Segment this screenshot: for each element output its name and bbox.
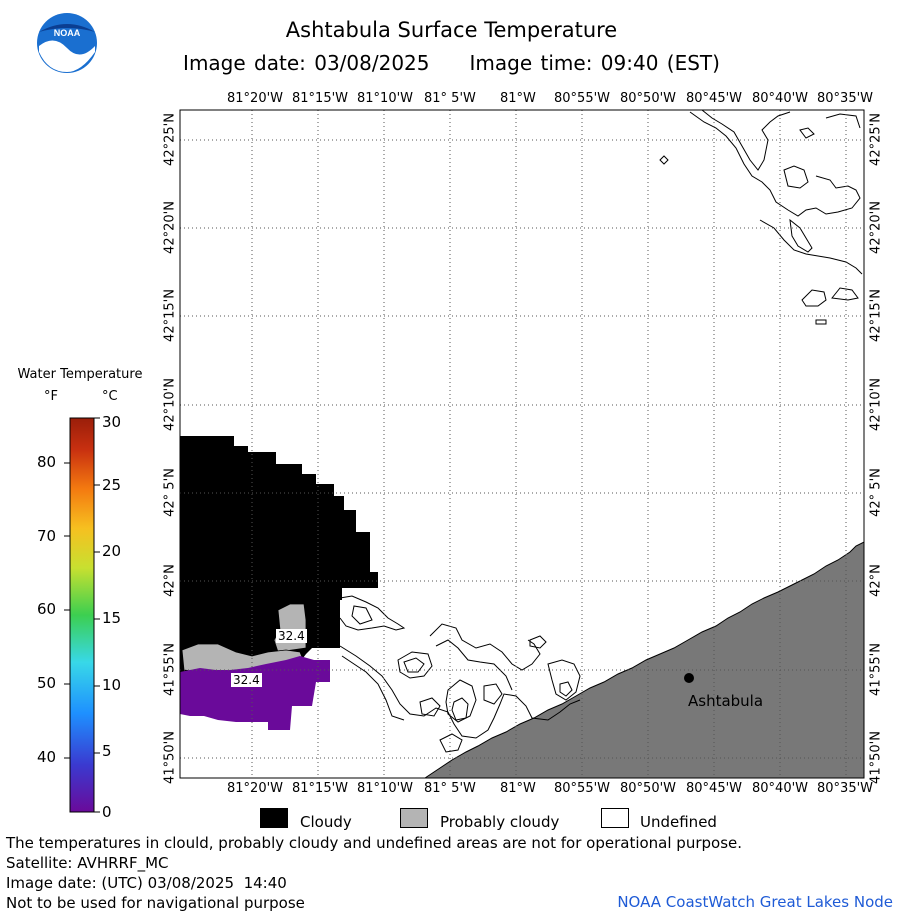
latitude-tick: 42°20'N <box>868 201 884 254</box>
temperature-colorbar <box>64 417 100 813</box>
colorbar-tick-c: 20 <box>102 542 122 560</box>
longitude-tick: 80°55'W <box>554 91 611 106</box>
colorbar-tick-c: 30 <box>102 413 122 431</box>
longitude-tick: 80°50'W <box>620 781 677 796</box>
land-area <box>423 541 865 779</box>
temperature-label: 32.4 <box>276 629 307 643</box>
map-frame <box>179 109 865 779</box>
colorbar-tick-f: 80 <box>37 453 57 471</box>
probably-cloudy-swatch <box>400 808 428 828</box>
latitude-tick: 42°25'N <box>868 113 884 166</box>
latitude-tick: 42°25'N <box>162 113 178 166</box>
longitude-tick: 80°35'W <box>817 781 874 796</box>
longitude-tick: 81°15'W <box>292 91 349 106</box>
disclaimer-text: The temperatures in clould, probably clo… <box>6 834 743 852</box>
city-marker <box>684 673 694 683</box>
longitude-tick: 81°W <box>500 781 536 796</box>
longitude-tick: 80°45'W <box>686 781 743 796</box>
utc-date-text: Image date: (UTC) 03/08/2025 14:40 <box>6 874 287 892</box>
colorbar-tick-c: 0 <box>102 803 112 821</box>
latitude-tick: 41°50'N <box>162 731 178 784</box>
longitude-tick: 80°50'W <box>620 91 677 106</box>
latitude-tick: 42°15'N <box>162 289 178 342</box>
cloudy-swatch <box>260 808 288 828</box>
colorbar-tick-c: 5 <box>102 742 112 760</box>
latitude-tick: 41°55'N <box>868 643 884 696</box>
noaa-logo: NOAA <box>37 13 97 73</box>
latitude-tick: 42°20'N <box>162 201 178 254</box>
longitude-tick: 81°10'W <box>357 91 414 106</box>
latitude-tick: 41°55'N <box>162 643 178 696</box>
longitude-tick: 80°40'W <box>752 91 809 106</box>
satellite-text: Satellite: AVHRRF_MC <box>6 854 169 872</box>
cold-water-region <box>180 656 330 730</box>
colorbar-tick-f: 60 <box>37 600 57 618</box>
legend-unit-f: °F <box>44 389 58 404</box>
temperature-label: 32.4 <box>231 673 262 687</box>
longitude-tick: 80°55'W <box>554 781 611 796</box>
graticule <box>180 110 864 778</box>
colorbar-tick-f: 70 <box>37 527 57 545</box>
image-date: Image date: 03/08/2025 <box>183 51 430 75</box>
longitude-tick: 81°10'W <box>357 781 414 796</box>
map-subtitle: Image date: 03/08/2025 Image time: 09:40 … <box>0 51 903 75</box>
undefined-swatch <box>601 808 629 828</box>
credit-text: NOAA CoastWatch Great Lakes Node <box>617 893 893 911</box>
latitude-tick: 42° 5'N <box>162 468 178 517</box>
image-time: Image time: 09:40 (EST) <box>469 51 720 75</box>
longitude-tick: 80°35'W <box>817 91 874 106</box>
latitude-tick: 42° 5'N <box>868 468 884 517</box>
cloudy-label: Cloudy <box>300 813 352 831</box>
colorbar-tick-c: 10 <box>102 676 122 694</box>
longitude-tick: 81°15'W <box>292 781 349 796</box>
temperature-contours <box>339 109 863 753</box>
colorbar-tick-f: 50 <box>37 674 57 692</box>
latitude-tick: 42°15'N <box>868 289 884 342</box>
longitude-tick: 81°W <box>500 91 536 106</box>
longitude-tick: 81° 5'W <box>424 91 476 106</box>
colorbar-tick-c: 25 <box>102 476 122 494</box>
probably-cloudy-label: Probably cloudy <box>440 813 560 831</box>
longitude-tick: 80°45'W <box>686 91 743 106</box>
longitude-tick: 80°40'W <box>752 781 809 796</box>
latitude-tick: 42°N <box>162 564 178 597</box>
map-title: Ashtabula Surface Temperature <box>285 18 618 42</box>
longitude-tick: 81° 5'W <box>424 781 476 796</box>
svg-text:NOAA: NOAA <box>54 28 81 38</box>
legend-unit-c: °C <box>102 389 118 404</box>
longitude-tick: 81°20'W <box>227 781 284 796</box>
longitude-tick: 81°20'W <box>227 91 284 106</box>
legend-title: Water Temperature <box>17 367 143 382</box>
latitude-tick: 42°10'N <box>868 378 884 431</box>
city-label: Ashtabula <box>688 692 764 710</box>
latitude-tick: 42°10'N <box>162 378 178 431</box>
latitude-tick: 41°50'N <box>868 731 884 784</box>
cloudy-region <box>180 436 378 676</box>
colorbar-tick-f: 40 <box>37 748 57 766</box>
navigation-warning: Not to be used for navigational purpose <box>6 894 305 912</box>
colorbar-tick-c: 15 <box>102 609 122 627</box>
latitude-tick: 42°N <box>868 564 884 597</box>
undefined-label: Undefined <box>640 813 717 831</box>
